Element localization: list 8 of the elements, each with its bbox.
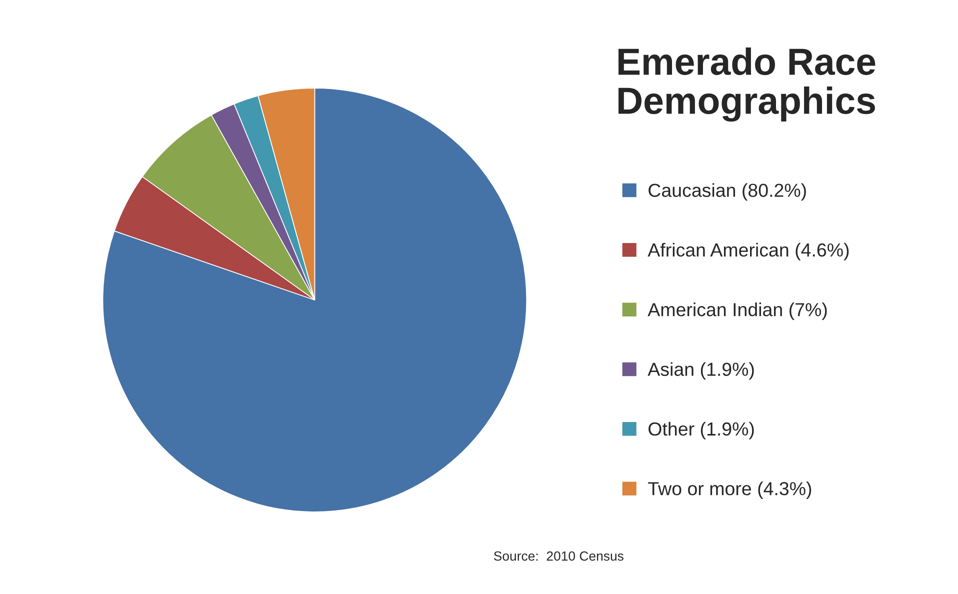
legend-label: African American (4.6%): [648, 242, 849, 260]
legend-label: American Indian (7%): [648, 302, 827, 320]
legend-label: Caucasian (80.2%): [648, 183, 806, 201]
chart-title: Emerado Race Demographics: [618, 48, 876, 122]
legend-label: Other (1.9%): [648, 422, 754, 440]
source-note: Source: 2010 Census: [494, 551, 624, 561]
legend-label: Two or more (4.3%): [648, 482, 812, 499]
legend-label: Asian (1.9%): [648, 362, 754, 380]
